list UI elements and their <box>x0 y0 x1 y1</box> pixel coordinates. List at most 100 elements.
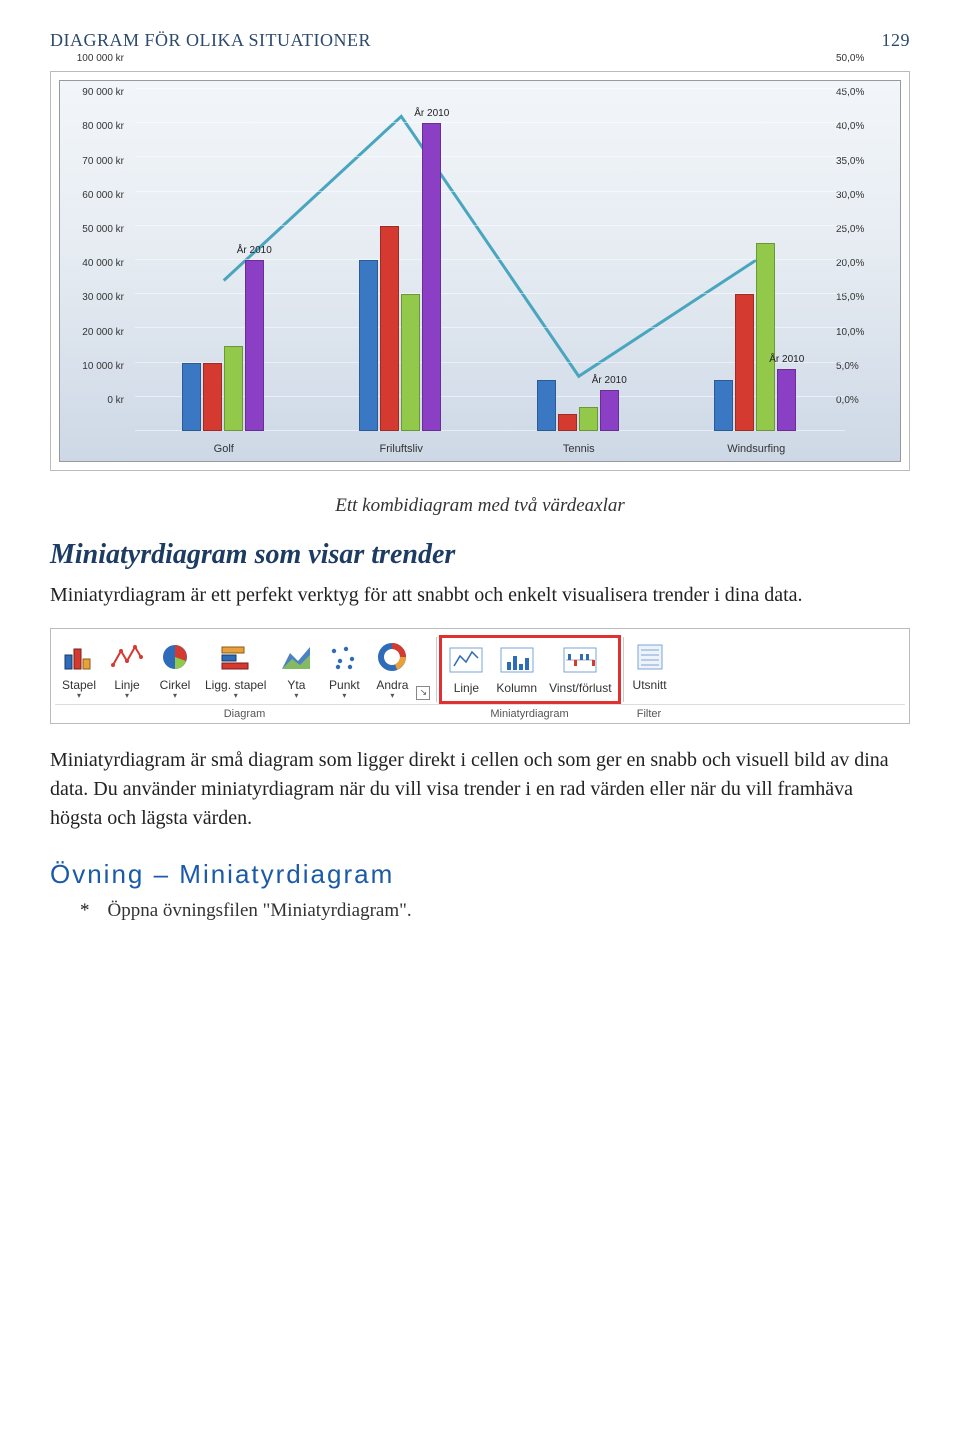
x-category-label: Friluftsliv <box>313 443 491 455</box>
ribbon-button-label: Kolumn <box>496 682 537 695</box>
ribbon-button-label: Linje <box>454 682 479 695</box>
donut-icon <box>374 641 410 673</box>
section-heading: Miniatyrdiagram som visar trender <box>50 539 910 571</box>
paragraph-1: Miniatyrdiagram är ett perfekt verktyg f… <box>50 581 910 610</box>
ribbon-button-punkt[interactable]: Punkt▾ <box>320 635 368 704</box>
ribbon-group-label: Filter <box>625 705 673 723</box>
dialog-launcher-icon[interactable]: ↘ <box>416 686 430 700</box>
bar3d-icon <box>61 641 97 673</box>
y-right-tick: 5,0% <box>836 361 896 372</box>
bullet-text: Öppna övningsfilen "Miniatyrdiagram". <box>108 900 412 922</box>
gridline <box>135 191 845 192</box>
ribbon-button-linje[interactable]: Linje▾ <box>103 635 151 704</box>
y-right-tick: 50,0% <box>836 53 896 64</box>
y-axis-left: 0 kr10 000 kr20 000 kr30 000 kr40 000 kr… <box>60 81 130 431</box>
dropdown-arrow-icon: ▾ <box>77 691 81 700</box>
spark-wl-icon <box>562 644 598 676</box>
x-axis: GolfFriluftslivTennisWindsurfing <box>135 443 845 455</box>
y-left-tick: 10 000 kr <box>64 361 124 372</box>
ribbon-button-label: Vinst/förlust <box>549 682 611 695</box>
x-category-label: Tennis <box>490 443 668 455</box>
bar <box>735 294 754 431</box>
header-title: DIAGRAM FÖR OLIKA SITUATIONER <box>50 30 371 51</box>
dropdown-arrow-icon: ▾ <box>173 691 177 700</box>
ribbon-group-label: Diagram <box>55 705 434 723</box>
bar-top-label: År 2010 <box>592 375 627 386</box>
slicer-icon <box>632 641 668 673</box>
ribbon-button-stapel[interactable]: Stapel▾ <box>55 635 103 704</box>
bar <box>401 294 420 431</box>
line-red-icon <box>109 641 145 673</box>
bar-group: År 2010 <box>714 243 796 431</box>
page-header: DIAGRAM FÖR OLIKA SITUATIONER 129 <box>50 30 910 51</box>
bar: År 2010 <box>422 123 441 431</box>
bar <box>579 407 598 431</box>
ribbon-group: Stapel▾Linje▾Cirkel▾Ligg. stapel▾Yta▾Pun… <box>55 635 434 704</box>
scatter-icon <box>326 641 362 673</box>
ribbon-button-vinst-f-rlust[interactable]: Vinst/förlust <box>543 638 617 701</box>
bar: År 2010 <box>777 369 796 431</box>
y-right-tick: 45,0% <box>836 87 896 98</box>
dropdown-arrow-icon: ▾ <box>342 691 346 700</box>
spark-line-icon <box>448 644 484 676</box>
y-right-tick: 35,0% <box>836 156 896 167</box>
y-left-tick: 40 000 kr <box>64 258 124 269</box>
combo-chart-container: 0 kr10 000 kr20 000 kr30 000 kr40 000 kr… <box>50 71 910 471</box>
dropdown-arrow-icon: ▾ <box>234 691 238 700</box>
bar <box>182 363 201 431</box>
gridline <box>135 225 845 226</box>
pie-icon <box>157 641 193 673</box>
y-left-tick: 20 000 kr <box>64 327 124 338</box>
y-left-tick: 90 000 kr <box>64 87 124 98</box>
bar-group: År 2010 <box>537 380 619 431</box>
bar-top-label: År 2010 <box>414 108 449 119</box>
y-right-tick: 40,0% <box>836 121 896 132</box>
bullet-marker: * <box>80 900 90 922</box>
ribbon-separator <box>436 637 437 702</box>
ribbon-button-utsnitt[interactable]: Utsnitt <box>626 635 674 704</box>
bar-group: År 2010 <box>359 123 441 431</box>
dropdown-arrow-icon: ▾ <box>294 691 298 700</box>
ribbon-group: Utsnitt <box>626 635 674 704</box>
y-left-tick: 70 000 kr <box>64 156 124 167</box>
y-right-tick: 10,0% <box>836 327 896 338</box>
y-left-tick: 80 000 kr <box>64 121 124 132</box>
chart-caption: Ett kombidiagram med två värdeaxlar <box>50 495 910 517</box>
dropdown-arrow-icon: ▾ <box>125 691 129 700</box>
dropdown-arrow-icon: ▾ <box>390 691 394 700</box>
ribbon-button-ligg-stapel[interactable]: Ligg. stapel▾ <box>199 635 272 704</box>
y-right-tick: 20,0% <box>836 258 896 269</box>
area-icon <box>278 641 314 673</box>
ribbon-button-label: Utsnitt <box>633 679 667 692</box>
y-right-tick: 15,0% <box>836 292 896 303</box>
y-left-tick: 30 000 kr <box>64 292 124 303</box>
y-right-tick: 30,0% <box>836 190 896 201</box>
ribbon-button-andra[interactable]: Andra▾ <box>368 635 416 704</box>
paragraph-2: Miniatyrdiagram är små diagram som ligge… <box>50 746 910 833</box>
bar-group: År 2010 <box>182 260 264 431</box>
header-page-number: 129 <box>882 30 911 51</box>
ribbon-group-label: Miniatyrdiagram <box>439 705 620 723</box>
ribbon-separator <box>623 637 624 702</box>
hbar-icon <box>218 641 254 673</box>
ribbon-button-linje[interactable]: Linje <box>442 638 490 701</box>
ribbon-button-kolumn[interactable]: Kolumn <box>490 638 543 701</box>
bar <box>714 380 733 431</box>
bar <box>558 414 577 431</box>
plot-area: År 2010År 2010År 2010År 2010 <box>135 89 845 431</box>
x-category-label: Windsurfing <box>668 443 846 455</box>
ribbon-button-cirkel[interactable]: Cirkel▾ <box>151 635 199 704</box>
x-category-label: Golf <box>135 443 313 455</box>
bar <box>380 226 399 431</box>
y-left-tick: 50 000 kr <box>64 224 124 235</box>
bar <box>224 346 243 432</box>
bar <box>359 260 378 431</box>
gridline <box>135 156 845 157</box>
bar-top-label: År 2010 <box>237 245 272 256</box>
bar <box>756 243 775 431</box>
y-left-tick: 60 000 kr <box>64 190 124 201</box>
gridline <box>135 122 845 123</box>
ribbon-button-yta[interactable]: Yta▾ <box>272 635 320 704</box>
exercise-bullet: * Öppna övningsfilen "Miniatyrdiagram". <box>50 900 910 922</box>
spark-col-icon <box>499 644 535 676</box>
